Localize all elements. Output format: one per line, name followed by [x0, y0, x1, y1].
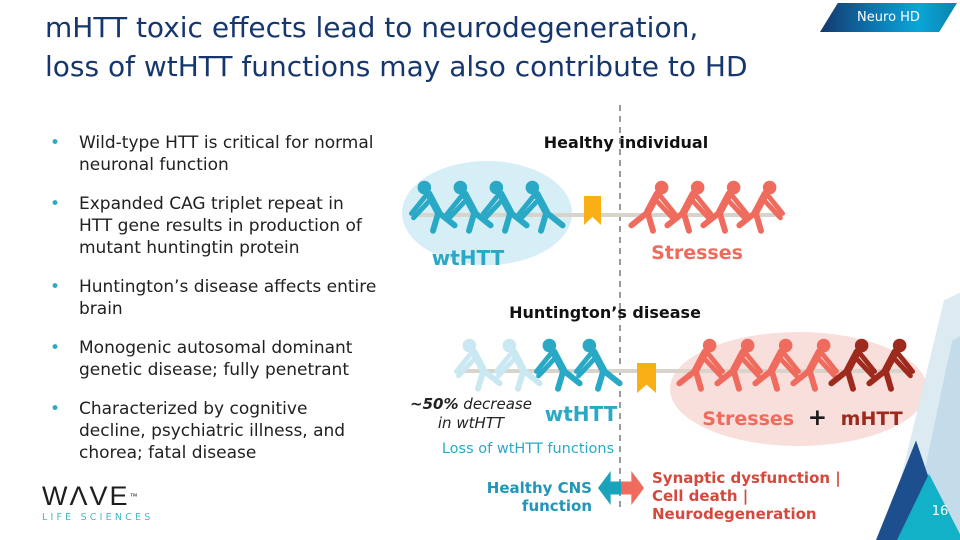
slide-title-line1: mHTT toxic effects lead to neurodegenera…: [45, 11, 699, 44]
tug-person-icon: [866, 338, 916, 392]
loss-of-wthtt-caption: Loss of wtHTT functions: [441, 441, 615, 457]
wave-tagline: LIFE SCIENCES: [42, 512, 154, 523]
divider-dashed-line: [619, 105, 621, 507]
annotation-rest: decrease: [458, 395, 532, 413]
slide-title-line2: loss of wtHTT functions may also contrib…: [45, 50, 748, 83]
bullet-list: Wild-type HTT is critical for normal neu…: [48, 132, 388, 481]
wave-wordmark: WΛVE: [42, 481, 130, 511]
tug-person-icon: [516, 180, 566, 234]
hd-stress-mhtt-label: Stresses + mHTT: [690, 405, 915, 431]
healthy-stress-team: [628, 180, 772, 234]
dysfunction-label: Synaptic dysfunction | Cell death | Neur…: [652, 469, 912, 523]
healthy-wthtt-label: wtHTT: [431, 246, 505, 270]
hd-wthtt-team: [453, 338, 613, 392]
bullet-item: Huntington’s disease affects entire brai…: [48, 276, 378, 320]
rope-flag-icon: [584, 196, 601, 225]
hd-stresses-label: Stresses: [702, 408, 795, 430]
tug-person-icon: [573, 338, 623, 392]
hd-wthtt-label: wtHTT: [544, 402, 618, 426]
healthy-wthtt-team: [408, 180, 552, 234]
corner-decoration: [860, 285, 960, 540]
healthy-cns-label: Healthy CNS function: [486, 479, 592, 515]
program-badge: Neuro HD: [820, 3, 957, 32]
dysfunction-line1: Synaptic dysfunction |: [652, 469, 841, 487]
rope-flag-icon: [637, 363, 656, 393]
left-arrow-icon: [598, 471, 621, 505]
annotation-line2: in wtHTT: [437, 414, 505, 432]
plus-sign: +: [807, 405, 828, 431]
healthy-diagram-heading: Healthy individual: [543, 133, 709, 152]
tug-person-icon: [736, 180, 786, 234]
trademark-symbol: ™: [129, 492, 140, 501]
bullet-item: Wild-type HTT is critical for normal neu…: [48, 132, 378, 176]
wthtt-decrease-annotation: ~50% decrease in wtHTT: [405, 395, 537, 433]
bullet-item: Characterized by cognitive decline, psyc…: [48, 398, 378, 464]
slide-title: mHTT toxic effects lead to neurodegenera…: [45, 8, 845, 86]
bullet-item: Monogenic autosomal dominant genetic dis…: [48, 337, 378, 381]
healthy-stresses-label: Stresses: [651, 242, 743, 264]
tug-rope: [458, 369, 905, 373]
hd-mhtt-label: mHTT: [840, 408, 903, 430]
right-arrow-icon: [621, 471, 644, 505]
page-number: 16: [931, 504, 949, 519]
hd-diagram-heading: Huntington’s disease: [509, 303, 701, 322]
dysfunction-line2: Cell death | Neurodegeneration: [652, 487, 817, 523]
bullet-item: Expanded CAG triplet repeat in HTT gene …: [48, 193, 378, 259]
wave-logo: WΛVE™ LIFE SCIENCES: [42, 481, 154, 524]
annotation-bold: ~50%: [410, 395, 459, 413]
hd-stress-mhtt-team: [676, 338, 904, 392]
program-badge-label: Neuro HD: [857, 10, 920, 25]
